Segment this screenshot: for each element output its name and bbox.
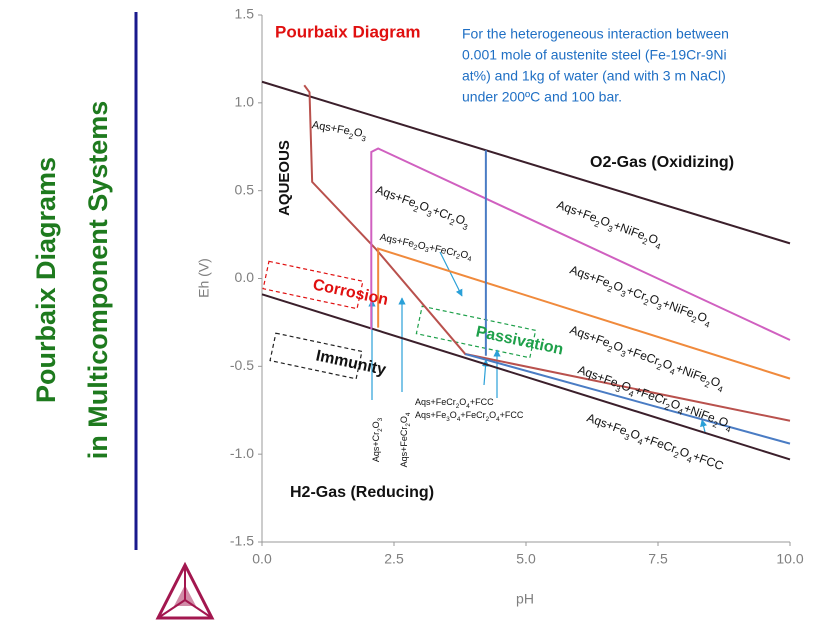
annotation: Aqs+Cr2O3	[371, 417, 384, 462]
x-tick-label: 10.0	[776, 551, 803, 567]
description: For the heterogeneous interaction betwee…	[462, 26, 729, 42]
boundary-line	[261, 80, 791, 245]
slide-title: in Multicomponent Systems	[83, 101, 113, 460]
boundary-line	[465, 353, 791, 445]
y-tick-label: 0.0	[235, 269, 255, 285]
annotation: O2-Gas (Oxidizing)	[590, 154, 734, 171]
x-tick-label: 0.0	[252, 551, 272, 567]
boundary-line	[377, 247, 791, 380]
y-tick-label: 1.5	[235, 6, 255, 22]
chart-title: Pourbaix Diagram	[275, 22, 421, 41]
annotation: Aqs+Fe2O3+Cr2O3	[373, 183, 472, 233]
annotation: Aqs+FeCr2O4+FCC	[415, 397, 494, 410]
y-tick-label: -1.0	[230, 445, 254, 461]
annotation: AQUEOUS	[276, 140, 293, 216]
y-tick-label: -0.5	[230, 357, 254, 373]
y-tick-label: -1.5	[230, 533, 254, 549]
annotation: H2-Gas (Reducing)	[290, 484, 434, 501]
x-tick-label: 2.5	[384, 551, 404, 567]
annotation: Aqs+Fe2O3+FeCr2O4	[378, 232, 473, 264]
description: at%) and 1kg of water (and with 3 m NaCl…	[462, 68, 726, 84]
x-tick-label: 5.0	[516, 551, 536, 567]
y-axis-label: Eh (V)	[196, 258, 212, 298]
y-tick-label: 0.5	[235, 181, 255, 197]
annotation: Aqs+Fe2O3	[311, 119, 368, 143]
description: 0.001 mole of austenite steel (Fe-19Cr-9…	[462, 47, 727, 63]
annotation: Passivation	[474, 323, 565, 358]
annotation: Aqs+Fe3O4+FeCr2O4+FCC	[415, 410, 524, 423]
annotation: Immunity	[314, 347, 387, 378]
slide-title: Pourbaix Diagrams	[31, 157, 61, 403]
annotation: Aqs+FeCr2O4	[399, 412, 412, 467]
boundary-line	[370, 147, 791, 341]
y-tick-label: 1.0	[235, 94, 255, 110]
x-tick-label: 7.5	[648, 551, 668, 567]
annotation: Aqs+Fe2O3+NiFe2O4	[554, 198, 665, 252]
boundary-line	[303, 84, 791, 422]
logo	[155, 561, 215, 620]
x-axis-label: pH	[516, 591, 534, 607]
arrows	[368, 251, 708, 433]
boundary-line	[261, 293, 791, 461]
annotation: Aqs+Fe2O3+Cr2O3+NiFe2O4	[567, 263, 714, 330]
description: under 200ºC and 100 bar.	[462, 89, 622, 105]
